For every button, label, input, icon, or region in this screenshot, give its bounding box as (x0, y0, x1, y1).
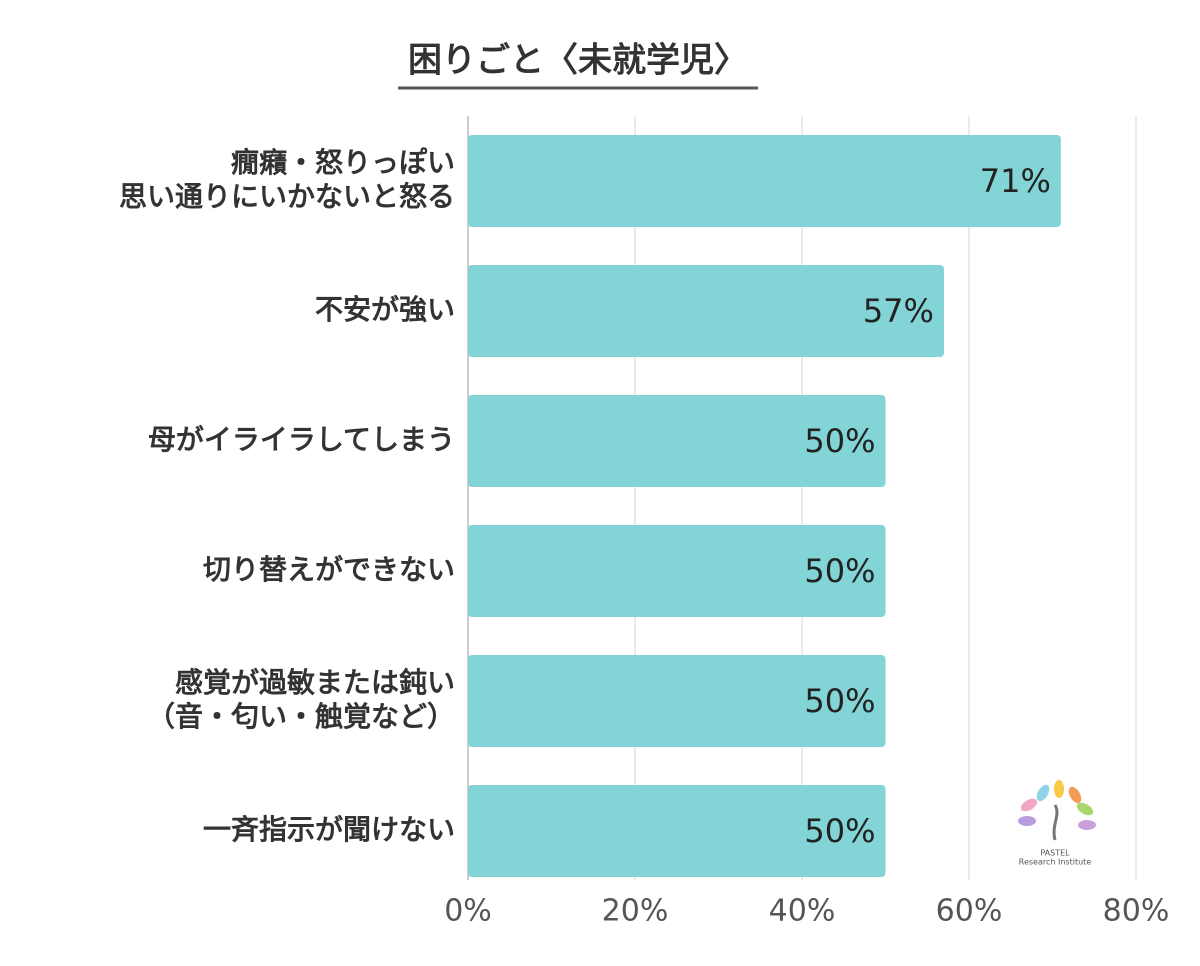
y-tick-label: 思い通りにいかないと怒る (119, 180, 455, 213)
y-tick-label: 切り替えができない (203, 553, 455, 586)
logo-text: Research Institute (1019, 858, 1092, 867)
value-label: 50% (804, 422, 875, 460)
bar (468, 655, 886, 747)
y-tick-label: 感覚が過敏または鈍い (175, 666, 455, 699)
value-label: 50% (804, 552, 875, 590)
logo-icon (1018, 780, 1096, 841)
value-label: 57% (863, 292, 934, 330)
y-tick-label: （音・匂い・触覚など） (147, 700, 455, 733)
value-label: 50% (804, 682, 875, 720)
x-tick-label: 80% (1103, 894, 1170, 929)
logo-text: PASTEL (1040, 849, 1070, 858)
x-tick-label: 0% (444, 894, 492, 929)
value-label: 71% (980, 162, 1051, 200)
x-tick-label: 40% (769, 894, 836, 929)
y-tick-label: 一斉指示が聞けない (203, 813, 455, 846)
bar (468, 525, 886, 617)
bar (468, 135, 1061, 227)
x-tick-label: 60% (936, 894, 1003, 929)
bar (468, 785, 886, 877)
chart-title: 困りごと〈未就学児〉 (408, 41, 748, 81)
bar (468, 265, 944, 357)
x-tick-label: 20% (602, 894, 669, 929)
y-tick-label: 母がイライラしてしまう (148, 423, 455, 456)
bar (468, 395, 886, 487)
y-tick-label: 不安が強い (315, 293, 455, 326)
y-tick-label: 癇癪・怒りっぽい (231, 146, 455, 179)
value-label: 50% (804, 812, 875, 850)
